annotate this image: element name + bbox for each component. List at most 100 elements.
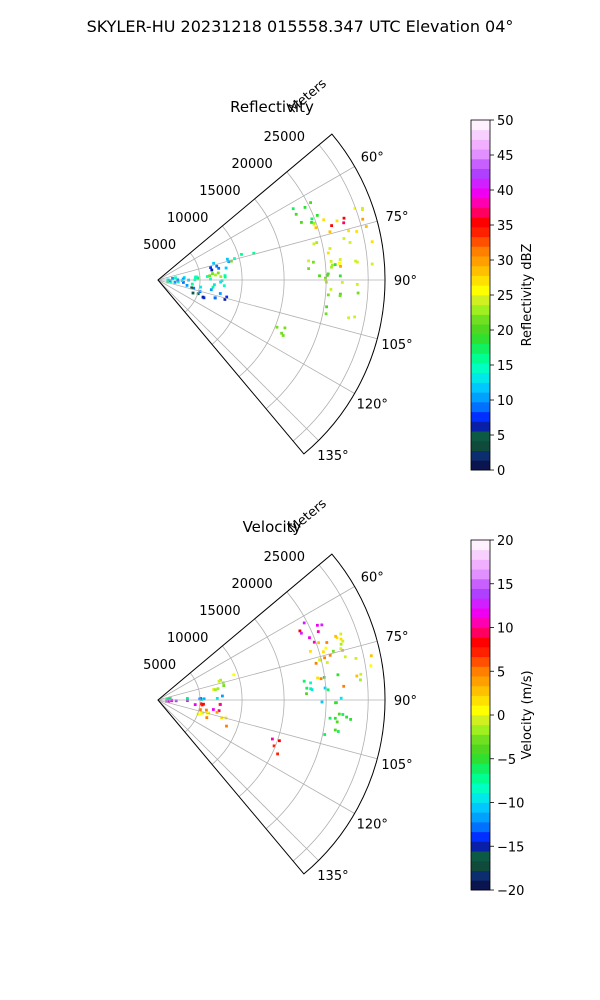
- echo-cell: [209, 266, 212, 269]
- echo-cell: [222, 684, 226, 687]
- echo-cell: [210, 268, 214, 272]
- theta-tick-label: 90°: [394, 274, 417, 289]
- echo-cell: [325, 661, 329, 664]
- echo-cell: [300, 631, 303, 635]
- colorbar-tick-label: 20: [497, 534, 514, 549]
- echo-cell: [348, 241, 352, 244]
- echo-cell: [276, 752, 279, 756]
- radial-tick-label: 10000: [167, 211, 208, 226]
- echo-cell: [324, 312, 328, 316]
- echo-cell: [335, 219, 339, 223]
- colorbar-swatch: [471, 744, 490, 755]
- echo-cell: [202, 702, 205, 706]
- echo-cell: [166, 280, 170, 284]
- echo-cell: [326, 251, 330, 255]
- echo-cell: [225, 295, 229, 299]
- echo-cell: [340, 281, 344, 284]
- echo-cell: [209, 277, 212, 281]
- echo-cell: [314, 226, 318, 230]
- echo-region: [312, 206, 374, 269]
- theta-tick-label: 60°: [361, 570, 384, 585]
- echo-region: [209, 257, 231, 272]
- echo-cell: [233, 257, 236, 260]
- echo-cell: [309, 687, 313, 691]
- colorbar-swatch: [471, 617, 490, 628]
- echo-cell: [342, 237, 346, 240]
- echo-region: [331, 642, 343, 653]
- colorbar: −20 −15 −10 −5 0 5 10 15 20 Velocity (m/s): [470, 534, 535, 899]
- echo-cell: [225, 724, 228, 728]
- colorbar-swatch: [471, 724, 490, 735]
- colorbar-swatch: [471, 149, 490, 160]
- echo-cell: [252, 251, 256, 255]
- colorbar-tick-label: 45: [497, 149, 514, 164]
- colorbar-tick-label: 30: [497, 254, 514, 269]
- echo-cell: [325, 305, 328, 309]
- radial-tick-label: 5000: [143, 238, 176, 253]
- echo-region: [323, 701, 352, 736]
- colorbar-swatch: [471, 285, 490, 296]
- colorbar-swatch: [471, 540, 490, 551]
- azimuth-spoke: [157, 166, 355, 281]
- echo-cell: [307, 267, 310, 270]
- echo-cell: [355, 674, 359, 678]
- azimuth-spoke: [157, 699, 378, 760]
- echo-cell: [217, 266, 221, 270]
- range-ring: [211, 225, 243, 345]
- echo-cell: [336, 730, 340, 733]
- colorbar-swatch: [471, 343, 490, 354]
- theta-tick-label: 105°: [381, 758, 412, 773]
- echo-cell: [339, 642, 343, 646]
- colorbar-swatch: [471, 656, 490, 667]
- echo-cell: [211, 285, 215, 289]
- echo-cell: [349, 718, 352, 721]
- echo-cell: [176, 280, 180, 284]
- echo-cell: [170, 699, 174, 703]
- echo-cell: [361, 217, 365, 221]
- colorbar-tick-label: 50: [497, 114, 514, 129]
- range-ring: [265, 171, 327, 410]
- colorbar-swatch: [471, 129, 490, 140]
- reflectivity-panel: Reflectivity60°75°90°105°120°135°5000100…: [143, 76, 535, 479]
- echo-cell: [316, 630, 320, 633]
- echo-cell: [335, 720, 339, 724]
- colorbar-swatch: [471, 773, 490, 784]
- echo-cell: [310, 221, 313, 224]
- colorbar-swatch: [471, 880, 490, 891]
- echo-cell: [322, 218, 326, 222]
- echo-region: [302, 673, 343, 704]
- colorbar-swatch: [471, 207, 490, 218]
- echo-cell: [315, 214, 319, 217]
- echo-cell: [320, 700, 324, 704]
- echo-cell: [308, 636, 311, 640]
- colorbar-swatch: [471, 578, 490, 590]
- echo-cell: [334, 634, 337, 638]
- colorbar-tick-label: 10: [497, 622, 514, 637]
- echo-cell: [307, 259, 310, 263]
- echo-cell: [230, 259, 233, 263]
- echo-cell: [302, 621, 306, 625]
- colorbar-tick-label: −15: [497, 840, 524, 855]
- echo-cell: [338, 262, 341, 265]
- echo-cell: [190, 286, 194, 290]
- echo-cell: [320, 623, 324, 627]
- echo-cell: [213, 296, 217, 300]
- colorbar-swatch: [471, 763, 490, 774]
- echo-cell: [215, 697, 219, 700]
- echo-cell: [324, 646, 328, 650]
- echo-cell: [312, 640, 316, 644]
- echo-cell: [217, 709, 221, 713]
- echo-cell: [328, 716, 332, 720]
- radial-tick-label: 15000: [199, 184, 240, 199]
- echo-cell: [218, 292, 222, 295]
- echo-cell: [211, 272, 214, 275]
- echo-cell: [309, 681, 312, 685]
- echo-cell: [329, 260, 333, 263]
- figure-suptitle: SKYLER-HU 20231218 015558.347 UTC Elevat…: [87, 17, 514, 36]
- colorbar-swatch: [471, 411, 490, 422]
- panel-title: Reflectivity: [230, 98, 314, 116]
- colorbar-swatch: [471, 401, 490, 413]
- colorbar-swatch: [471, 588, 490, 599]
- theta-tick-label: 120°: [357, 818, 388, 833]
